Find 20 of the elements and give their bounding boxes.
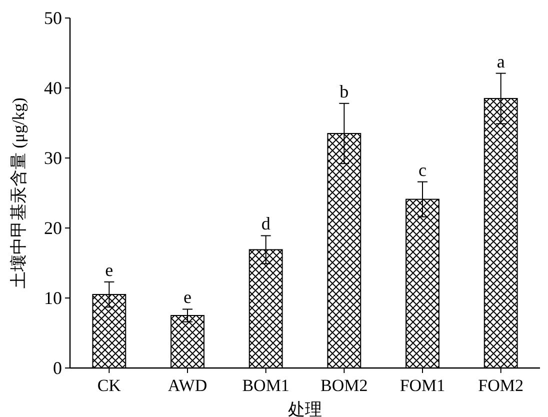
x-tick-label: BOM1 <box>242 376 290 395</box>
x-tick-label: FOM1 <box>400 376 446 395</box>
annotation: b <box>340 81 349 102</box>
x-tick-label: CK <box>97 376 122 395</box>
y-tick-label: 30 <box>44 148 62 168</box>
annotation: c <box>418 160 426 180</box>
annotation: e <box>184 287 192 308</box>
y-axis-title: 土壤中甲基汞含量 (μg/kg) <box>9 98 28 288</box>
y-tick-label: 20 <box>44 218 62 238</box>
x-tick-label: BOM2 <box>320 376 368 395</box>
y-tick-label: 10 <box>44 288 62 308</box>
annotation: e <box>105 260 114 280</box>
x-axis-title: 处理 <box>288 400 322 417</box>
y-tick-label: 50 <box>44 8 62 28</box>
annotation: a <box>496 51 505 72</box>
y-tick-label: 40 <box>44 78 62 98</box>
y-tick-label: 0 <box>53 358 62 378</box>
x-tick-label: AWD <box>168 376 208 395</box>
x-tick-label: FOM2 <box>478 376 524 395</box>
annotation: d <box>261 214 270 234</box>
